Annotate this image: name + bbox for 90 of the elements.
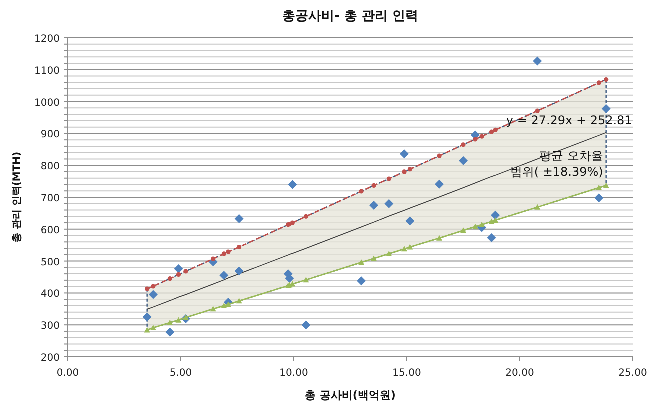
- point: [304, 214, 309, 219]
- point: [534, 204, 541, 210]
- point: [211, 256, 216, 262]
- point: [436, 235, 443, 241]
- y-tick-label: 1100: [34, 66, 60, 77]
- y-axis-title: 총 관리 인력(MTH): [12, 152, 23, 244]
- point: [221, 302, 228, 308]
- point: [386, 250, 392, 256]
- point: [535, 108, 540, 114]
- point: [144, 327, 150, 333]
- x-tick-label: 25.00: [618, 368, 647, 379]
- line-series: [146, 132, 607, 310]
- point: [371, 256, 378, 262]
- point: [174, 264, 184, 274]
- point: [402, 246, 408, 252]
- point: [594, 194, 604, 203]
- point: [491, 210, 500, 220]
- point: [302, 320, 311, 330]
- point: [236, 298, 242, 304]
- point: [288, 180, 298, 190]
- point: [407, 244, 414, 250]
- point: [357, 276, 366, 286]
- y-tick-label: 600: [40, 225, 60, 236]
- x-tick-label: 0.00: [56, 368, 80, 379]
- point: [400, 150, 410, 159]
- point: [145, 286, 150, 292]
- annotation: y = 27.29x + 252.81: [506, 114, 632, 128]
- point: [234, 266, 244, 276]
- point: [406, 216, 415, 226]
- point: [386, 176, 392, 182]
- point: [148, 290, 158, 300]
- y-tick-label: 300: [40, 321, 60, 332]
- chart-title: 총공사비- 총 관리 인력: [282, 9, 418, 24]
- point: [176, 272, 182, 277]
- y-tick-label: 900: [40, 130, 60, 141]
- point: [168, 276, 172, 282]
- point: [472, 224, 478, 230]
- y-tick-label: 800: [40, 162, 60, 173]
- x-tick-label: 15.00: [392, 368, 422, 379]
- point: [237, 244, 242, 250]
- point: [384, 199, 394, 208]
- x-tick-label: 5.00: [170, 368, 192, 379]
- point: [220, 271, 229, 280]
- point: [479, 222, 486, 228]
- y-tick-label: 400: [40, 289, 60, 300]
- point: [182, 314, 189, 320]
- point: [150, 324, 156, 330]
- y-tick-label: 1200: [34, 34, 60, 45]
- point: [596, 184, 602, 190]
- point: [480, 134, 484, 139]
- point: [473, 137, 478, 142]
- point: [487, 234, 496, 243]
- point: [359, 189, 364, 194]
- y-tick-label: 500: [40, 257, 60, 268]
- point: [493, 128, 498, 132]
- point: [596, 80, 602, 86]
- point: [437, 154, 442, 158]
- point: [151, 284, 156, 289]
- point: [176, 317, 182, 323]
- point: [435, 180, 444, 189]
- point: [604, 77, 609, 82]
- point: [602, 104, 611, 114]
- point: [460, 228, 466, 234]
- point: [290, 220, 295, 226]
- point: [402, 170, 407, 174]
- point: [461, 142, 466, 148]
- point: [370, 200, 379, 210]
- point: [408, 167, 412, 172]
- y-tick-label: 700: [40, 194, 60, 204]
- x-axis-title: 총 공사비(백억원): [305, 389, 396, 402]
- y-tick-label: 200: [40, 353, 60, 364]
- point: [603, 182, 610, 188]
- annotation: 평균 오차율 범위( ±18.39%): [510, 148, 604, 179]
- point: [226, 250, 231, 254]
- point: [234, 214, 244, 224]
- point: [142, 312, 152, 322]
- point: [372, 183, 376, 188]
- point: [303, 277, 310, 283]
- point: [166, 328, 175, 337]
- x-tick-label: 10.00: [280, 368, 308, 379]
- point: [533, 56, 542, 66]
- point: [222, 252, 226, 256]
- x-tick-label: 20.00: [506, 368, 534, 379]
- point: [459, 156, 468, 166]
- point: [184, 269, 188, 274]
- point: [489, 130, 494, 134]
- y-tick-label: 1000: [34, 98, 60, 109]
- point: [167, 320, 174, 326]
- point: [210, 306, 216, 312]
- point: [358, 260, 365, 266]
